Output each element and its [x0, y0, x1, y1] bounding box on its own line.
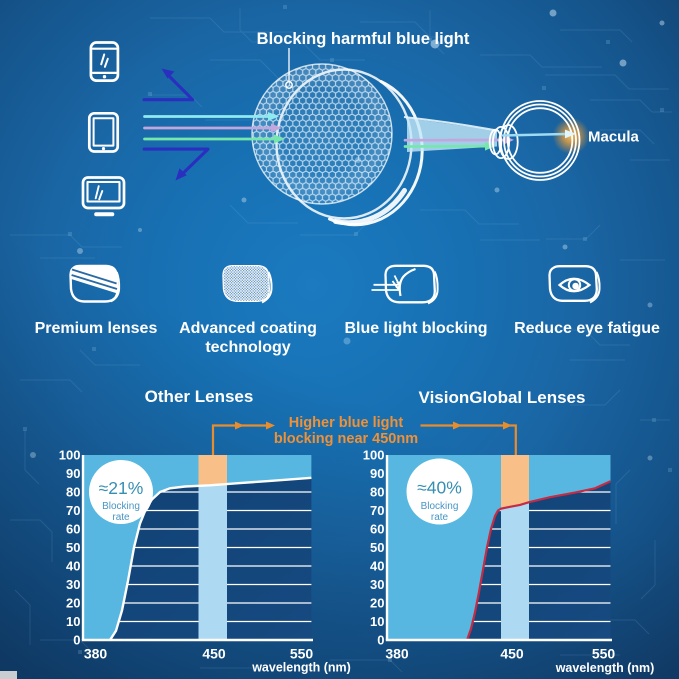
svg-text:70: 70: [66, 503, 80, 518]
svg-text:450: 450: [500, 646, 524, 662]
svg-text:550: 550: [290, 646, 314, 662]
svg-text:rate: rate: [112, 512, 130, 523]
svg-text:10: 10: [370, 614, 384, 629]
svg-text:100: 100: [59, 448, 81, 463]
svg-text:550: 550: [592, 646, 616, 662]
svg-text:Blocking: Blocking: [102, 501, 140, 512]
svg-text:50: 50: [370, 540, 384, 555]
svg-text:10: 10: [66, 614, 80, 629]
svg-text:20: 20: [370, 596, 384, 611]
svg-text:80: 80: [66, 485, 80, 500]
svg-text:wavelength (nm): wavelength (nm): [251, 661, 351, 675]
svg-text:VisionGlobal Lenses: VisionGlobal Lenses: [419, 388, 586, 407]
svg-text:0: 0: [377, 633, 384, 648]
svg-text:60: 60: [370, 522, 384, 537]
svg-text:Macula: Macula: [588, 129, 640, 146]
svg-text:70: 70: [370, 503, 384, 518]
svg-text:380: 380: [84, 646, 108, 662]
svg-text:80: 80: [370, 485, 384, 500]
svg-text:40: 40: [66, 559, 80, 574]
svg-text:90: 90: [66, 466, 80, 481]
svg-text:0: 0: [73, 633, 80, 648]
svg-text:90: 90: [370, 466, 384, 481]
svg-text:≈21%: ≈21%: [99, 478, 144, 498]
svg-text:30: 30: [370, 577, 384, 592]
svg-text:20: 20: [66, 596, 80, 611]
svg-text:Other Lenses: Other Lenses: [145, 387, 254, 406]
svg-text:40: 40: [370, 559, 384, 574]
svg-text:Premium lenses: Premium lenses: [35, 320, 158, 337]
svg-text:450: 450: [202, 646, 226, 662]
svg-text:Blocking harmful blue light: Blocking harmful blue light: [257, 30, 470, 48]
svg-text:Blocking: Blocking: [421, 501, 459, 512]
svg-text:50: 50: [66, 540, 80, 555]
svg-text:technology: technology: [205, 339, 290, 356]
svg-text:100: 100: [363, 448, 385, 463]
svg-text:rate: rate: [431, 512, 449, 523]
svg-text:30: 30: [66, 577, 80, 592]
svg-text:≈40%: ≈40%: [417, 478, 462, 498]
svg-text:Higher blue light: Higher blue light: [289, 415, 404, 431]
svg-text:wavelength (nm): wavelength (nm): [555, 661, 655, 675]
svg-text:blocking near 450nm: blocking near 450nm: [274, 431, 418, 447]
svg-text:Blue light blocking: Blue light blocking: [344, 320, 487, 337]
svg-text:Advanced coating: Advanced coating: [179, 320, 317, 337]
svg-text:Reduce eye fatigue: Reduce eye fatigue: [514, 320, 660, 337]
svg-text:380: 380: [385, 646, 409, 662]
svg-text:60: 60: [66, 522, 80, 537]
